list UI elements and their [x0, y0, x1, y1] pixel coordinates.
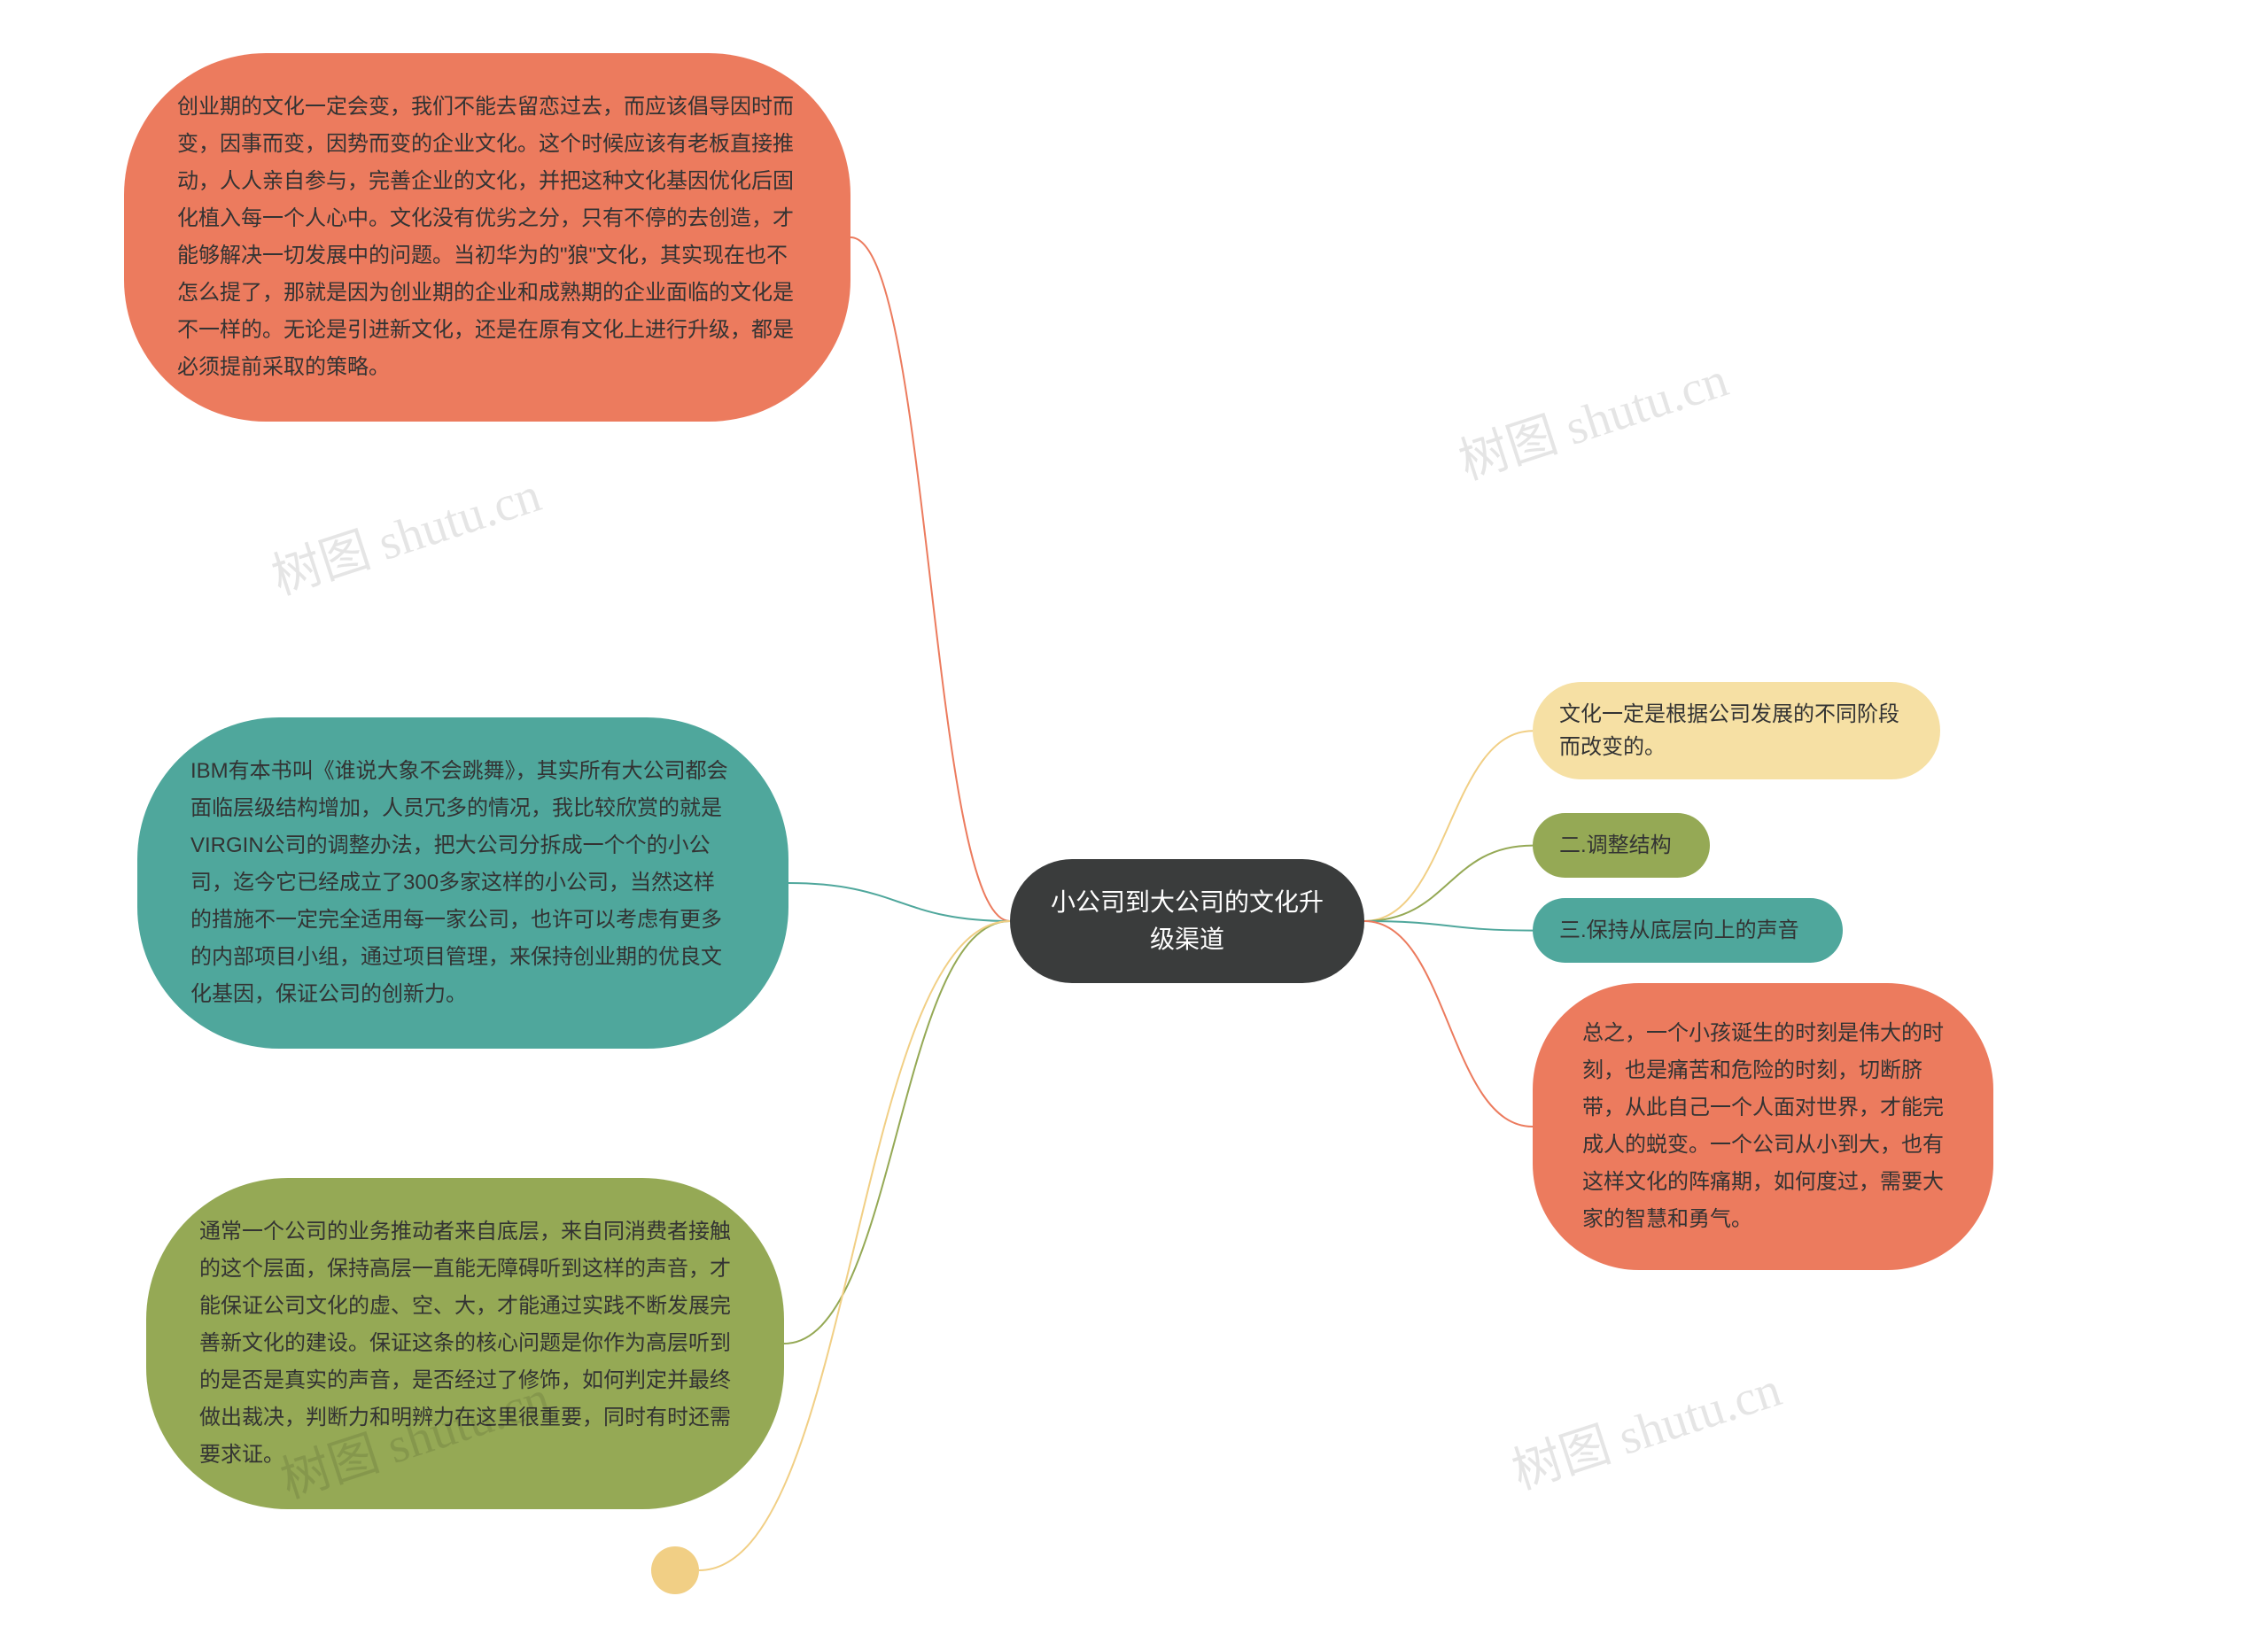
right-node-culture-stage: 文化一定是根据公司发展的不同阶段而改变的。: [1533, 682, 1940, 779]
left-node-ibm-virgin-text: IBM有本书叫《谁说大象不会跳舞》，其实所有大公司都会面临层级结构增加，人员冗多…: [190, 759, 728, 1006]
right-node-adjust-structure: 二.调整结构: [1533, 813, 1710, 878]
right-node-culture-stage-text: 文化一定是根据公司发展的不同阶段而改变的。: [1559, 702, 1899, 759]
right-node-adjust-structure-text: 二.调整结构: [1559, 833, 1672, 857]
center-node: 小公司到大公司的文化升级渠道: [1010, 859, 1364, 983]
mindmap-canvas: 小公司到大公司的文化升级渠道 创业期的文化一定会变，我们不能去留恋过去，而应该倡…: [0, 0, 2268, 1627]
empty-dot-node: [651, 1546, 699, 1594]
left-node-culture-change-text: 创业期的文化一定会变，我们不能去留恋过去，而应该倡导因时而变，因事而变，因势而变…: [177, 95, 794, 379]
right-node-keep-voice: 三.保持从底层向上的声音: [1533, 898, 1843, 963]
left-node-bottom-up-voice: 通常一个公司的业务推动者来自底层，来自同消费者接触的这个层面，保持高层一直能无障…: [146, 1178, 784, 1509]
center-label: 小公司到大公司的文化升级渠道: [1051, 888, 1324, 953]
left-node-culture-change: 创业期的文化一定会变，我们不能去留恋过去，而应该倡导因时而变，因事而变，因势而变…: [124, 53, 850, 422]
left-node-ibm-virgin: IBM有本书叫《谁说大象不会跳舞》，其实所有大公司都会面临层级结构增加，人员冗多…: [137, 717, 788, 1049]
right-node-keep-voice-text: 三.保持从底层向上的声音: [1559, 918, 1799, 942]
right-node-summary-text: 总之，一个小孩诞生的时刻是伟大的时刻，也是痛苦和危险的时刻，切断脐带，从此自己一…: [1582, 1021, 1944, 1231]
left-node-bottom-up-voice-text: 通常一个公司的业务推动者来自底层，来自同消费者接触的这个层面，保持高层一直能无障…: [199, 1220, 731, 1467]
right-node-summary: 总之，一个小孩诞生的时刻是伟大的时刻，也是痛苦和危险的时刻，切断脐带，从此自己一…: [1533, 983, 1993, 1270]
